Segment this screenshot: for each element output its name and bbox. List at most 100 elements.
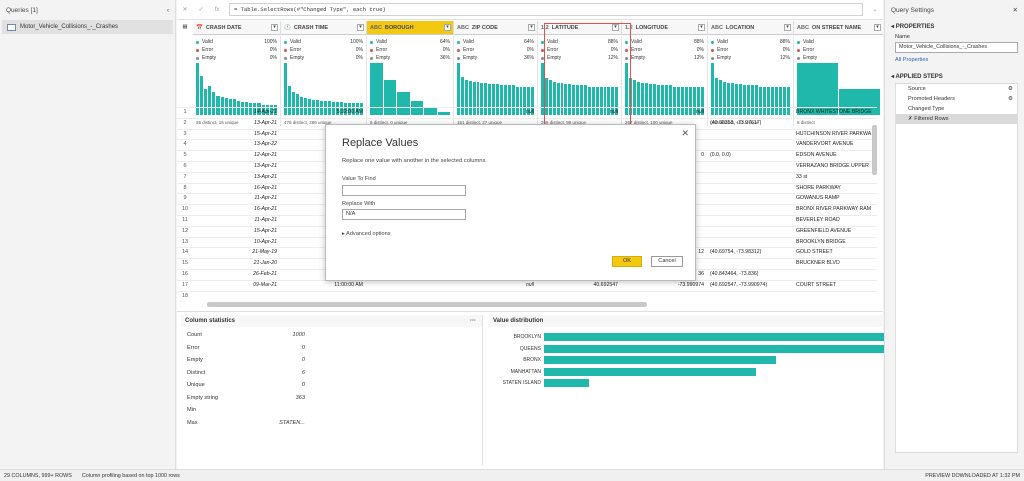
table-cell[interactable]: null <box>609 109 618 115</box>
chevron-down-icon[interactable]: ▾ <box>444 24 451 31</box>
table-cell[interactable]: 40.692547 <box>593 281 618 288</box>
chevron-down-icon[interactable]: ▾ <box>612 24 619 31</box>
replace-with-input[interactable]: N/A <box>342 209 466 220</box>
value-to-find-input[interactable] <box>342 185 466 196</box>
type-icon[interactable]: ABC <box>370 24 382 31</box>
chevron-down-icon[interactable]: ▾ <box>874 24 881 31</box>
table-cell[interactable]: VERRAZANO BRIDGE UPPER <box>796 163 869 169</box>
table-cell[interactable]: 15-Apr-21 <box>254 130 277 137</box>
table-cell[interactable]: 12 <box>698 249 704 256</box>
table-cell[interactable]: BRONX WHITESTONE BRIDGE <box>796 109 872 115</box>
table-cell[interactable]: 26-Feb-21 <box>253 271 277 277</box>
gear-icon[interactable]: ⚙ <box>1007 86 1013 92</box>
table-cell[interactable]: 21-May-19 <box>252 249 277 256</box>
applied-step[interactable]: Changed Type <box>896 104 1017 114</box>
table-cell[interactable]: 16-Apr-21 <box>254 184 277 191</box>
table-cell[interactable]: VANDERVORT AVENUE <box>796 141 854 148</box>
distribution-bar[interactable] <box>544 333 1024 341</box>
type-icon[interactable]: ABC <box>711 24 723 31</box>
horizontal-scrollbar[interactable] <box>207 302 647 307</box>
collapse-icon[interactable]: ‹ <box>166 6 169 14</box>
table-cell[interactable]: HUTCHINSON RIVER PARKWA <box>796 130 872 137</box>
table-cell[interactable]: 09-Mar-21 <box>253 281 277 288</box>
ok-button[interactable]: OK <box>612 256 642 267</box>
vertical-scrollbar[interactable] <box>872 125 877 175</box>
distribution-bar[interactable] <box>544 344 898 353</box>
type-icon[interactable]: 🕐 <box>284 24 291 31</box>
column-header[interactable]: ABC BOROUGH ▾ <box>367 21 454 35</box>
close-icon[interactable]: ✕ <box>681 128 689 138</box>
column-header[interactable]: ABC ON STREET NAME ▾ <box>794 21 883 35</box>
column-header[interactable]: ABC ZIP CODE ▾ <box>454 21 538 35</box>
table-cell[interactable]: EDSON AVENUE <box>796 152 837 159</box>
close-icon[interactable]: ✕ <box>1012 7 1018 14</box>
chevron-down-icon[interactable]: ▾ <box>357 24 364 31</box>
table-cell[interactable]: -73.990974 <box>677 281 704 288</box>
more-options-icon[interactable]: ··· <box>470 318 476 324</box>
table-cell[interactable]: null <box>695 109 704 115</box>
table-cell[interactable]: (40.692547, -73.990974) <box>710 281 768 288</box>
table-cell[interactable]: 14-Apr-21 <box>254 109 277 115</box>
table-cell[interactable]: 11-Apr-21 <box>254 195 277 202</box>
type-icon[interactable]: ABC <box>457 24 469 31</box>
table-cell[interactable]: BROOKLYN BRIDGE <box>796 238 846 245</box>
table-cell[interactable]: BRUCKNER BLVD <box>796 260 840 267</box>
table-cell[interactable]: 21-Jan-20 <box>253 260 277 267</box>
table-cell[interactable]: 12-Apr-21 <box>254 152 277 159</box>
applied-step[interactable]: ✗ Filtered Rows <box>896 114 1017 124</box>
formula-input[interactable]: = Table.SelectRows(#"Changed Type", each… <box>229 3 863 16</box>
table-cell[interactable]: (0.0, 0.0) <box>710 152 731 159</box>
chevron-down-icon[interactable]: ▾ <box>698 24 705 31</box>
table-cell[interactable]: null <box>525 109 534 115</box>
distribution-bar[interactable] <box>544 356 777 364</box>
column-header[interactable]: ABC LOCATION ▾ <box>708 21 794 35</box>
type-icon[interactable]: 📅 <box>196 24 203 31</box>
type-icon[interactable]: 1.2 <box>625 24 633 31</box>
table-cell[interactable]: BEVERLEY ROAD <box>796 217 840 223</box>
chevron-down-icon[interactable]: ▾ <box>271 24 278 31</box>
table-cell[interactable]: 5:32:00 AM <box>336 109 363 115</box>
column-header[interactable]: 📅 CRASH DATE ▾ <box>193 21 281 35</box>
table-cell[interactable]: GOWANUS RAMP <box>796 195 840 202</box>
table-cell[interactable]: 10-Apr-21 <box>254 238 277 245</box>
applied-step[interactable]: Source ⚙ <box>896 84 1017 94</box>
cancel-formula-icon[interactable]: ✕ <box>182 7 188 13</box>
chevron-down-icon[interactable]: ▾ <box>784 24 791 31</box>
table-cell[interactable]: 0 <box>701 152 704 159</box>
query-name-input[interactable]: Motor_Vehicle_Collisions_-_Crashes <box>895 42 1018 53</box>
column-header[interactable]: 🕐 CRASH TIME ▾ <box>281 21 367 35</box>
cancel-button[interactable]: Cancel <box>651 256 683 267</box>
table-cell[interactable]: GOLD STREET <box>796 249 833 256</box>
table-cell[interactable]: GREENFIELD AVENUE <box>796 227 852 234</box>
table-cell[interactable]: (40.68358, -73.97617) <box>710 119 762 126</box>
table-cell[interactable]: 13-Apr-22 <box>254 141 277 148</box>
table-cell[interactable]: (40.69754, -73.98312) <box>710 249 762 256</box>
column-header[interactable]: 1.2 LONGITUDE ▾ <box>622 21 708 35</box>
distribution-bar[interactable] <box>544 379 590 387</box>
expand-formula-icon[interactable]: ⌄ <box>872 7 878 13</box>
table-cell[interactable]: BRONX RIVER PARKWAY RAM <box>796 206 872 213</box>
table-cell[interactable]: 11:00:00 AM <box>334 281 363 288</box>
table-cell[interactable]: 15-Apr-21 <box>254 227 277 234</box>
query-item[interactable]: Motor_Vehicle_Collisions_-_Crashes <box>2 20 173 34</box>
advanced-options-toggle[interactable]: ▸ Advanced options <box>342 231 391 237</box>
gear-icon[interactable]: ⚙ <box>1007 96 1013 102</box>
table-cell[interactable]: 16-Apr-21 <box>254 206 277 213</box>
table-cell[interactable]: 13-Apr-21 <box>254 163 277 169</box>
table-cell[interactable]: (40.843464, -73.836) <box>710 271 759 277</box>
table-cell[interactable]: 13-Apr-21 <box>254 119 277 126</box>
table-cell[interactable]: 11-Apr-21 <box>254 217 277 223</box>
table-cell[interactable]: SHORE PARKWAY <box>796 184 841 191</box>
table-cell[interactable]: null <box>525 281 534 288</box>
table-cell[interactable]: 36 <box>698 271 704 277</box>
chevron-down-icon[interactable]: ▾ <box>528 24 535 31</box>
table-cell[interactable]: 13-Apr-21 <box>254 173 277 180</box>
distribution-bar[interactable] <box>544 367 757 376</box>
table-cell[interactable]: 33 st <box>796 173 808 180</box>
type-icon[interactable]: ABC <box>797 24 809 31</box>
all-properties-link[interactable]: All Properties <box>895 57 929 63</box>
function-icon[interactable]: fx <box>214 6 220 13</box>
applied-step[interactable]: Promoted Headers ⚙ <box>896 94 1017 104</box>
table-cell[interactable]: COURT STREET <box>796 281 837 288</box>
commit-formula-icon[interactable]: ✓ <box>198 7 204 13</box>
